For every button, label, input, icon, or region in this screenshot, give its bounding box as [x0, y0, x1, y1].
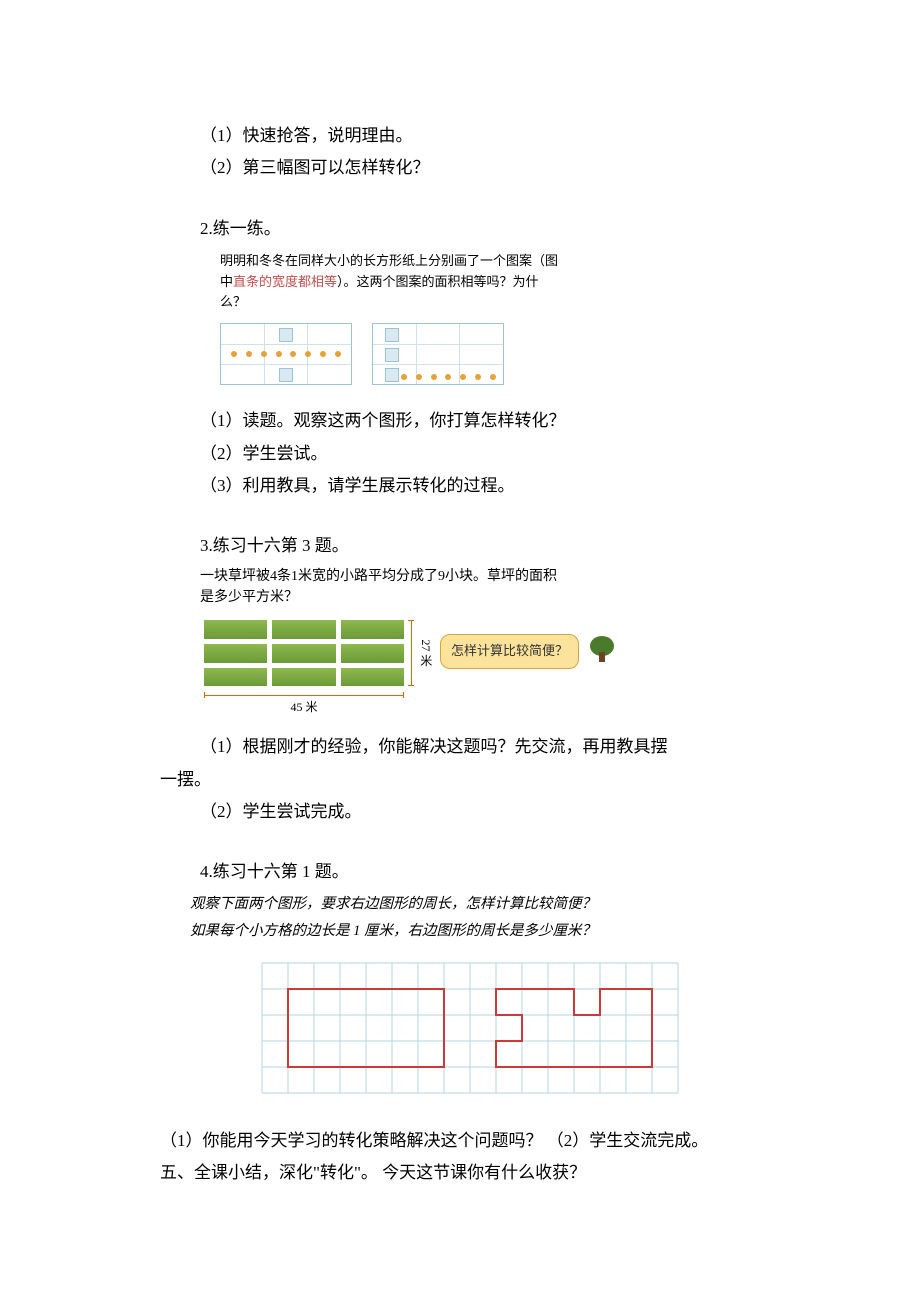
ex3-description: 一块草坪被4条1米宽的小路平均分成了9小块。草坪的面积是多少平方米？ [200, 566, 560, 608]
speech-bubble: 怎样计算比较简便？ [440, 634, 579, 669]
height-bracket: 27 米 [408, 620, 428, 686]
document-page: （1）快速抢答，说明理由。 （2）第三幅图可以怎样转化？ 2.练一练。 明明和冬… [0, 0, 920, 1270]
ex3-q1b: 一摆。 [160, 764, 760, 796]
final-summary: 五、全课小结，深化"转化"。 今天这节课你有什么收获？ [160, 1157, 760, 1189]
ex4-desc2: 如果每个小方格的边长是 1 厘米，右边图形的周长是多少厘米？ [190, 920, 760, 943]
width-bracket: 45 米 [204, 692, 404, 706]
ex2-q3: （3）利用教具，请学生展示转化的过程。 [200, 470, 760, 502]
ex3-q1: （1）根据刚才的经验，你能解决这题吗？先交流，再用教具摆 [200, 731, 760, 763]
tree-icon [588, 636, 616, 664]
ex2-q2: （2）学生尝试。 [200, 438, 760, 470]
ex2-description: 明明和冬冬在同样大小的长方形纸上分别画了一个图案（图中直条的宽度都相等）。这两个… [220, 251, 560, 313]
ex2-q1: （1）读题。观察这两个图形，你打算怎样转化？ [200, 405, 760, 437]
width-label: 45 米 [204, 696, 404, 719]
ex2-desc-red: 直条的宽度都相等 [233, 274, 337, 289]
ex2-title: 2.练一练。 [200, 213, 760, 245]
lawn-grid [204, 620, 404, 686]
ex3-figure: 27 米 45 米 怎样计算比较简便？ [200, 616, 620, 711]
ex3-title: 3.练习十六第 3 题。 [200, 530, 760, 562]
q1-1: （1）快速抢答，说明理由。 [200, 120, 760, 152]
ex4-title: 4.练习十六第 1 题。 [200, 856, 760, 888]
final-q1: （1）你能用今天学习的转化策略解决这个问题吗？ （2）学生交流完成。 [160, 1125, 760, 1157]
grid-svg [260, 961, 680, 1101]
ex2-figure [220, 323, 760, 385]
q1-2: （2）第三幅图可以怎样转化？ [200, 152, 760, 184]
height-label: 27 米 [414, 640, 437, 667]
ex2-frame-left [220, 323, 352, 385]
ex2-frame-right [372, 323, 504, 385]
ex4-desc1: 观察下面两个图形，要求右边图形的周长，怎样计算比较简便？ [190, 893, 760, 916]
ex4-figure [260, 961, 760, 1101]
ex3-q2: （2）学生尝试完成。 [200, 796, 760, 828]
